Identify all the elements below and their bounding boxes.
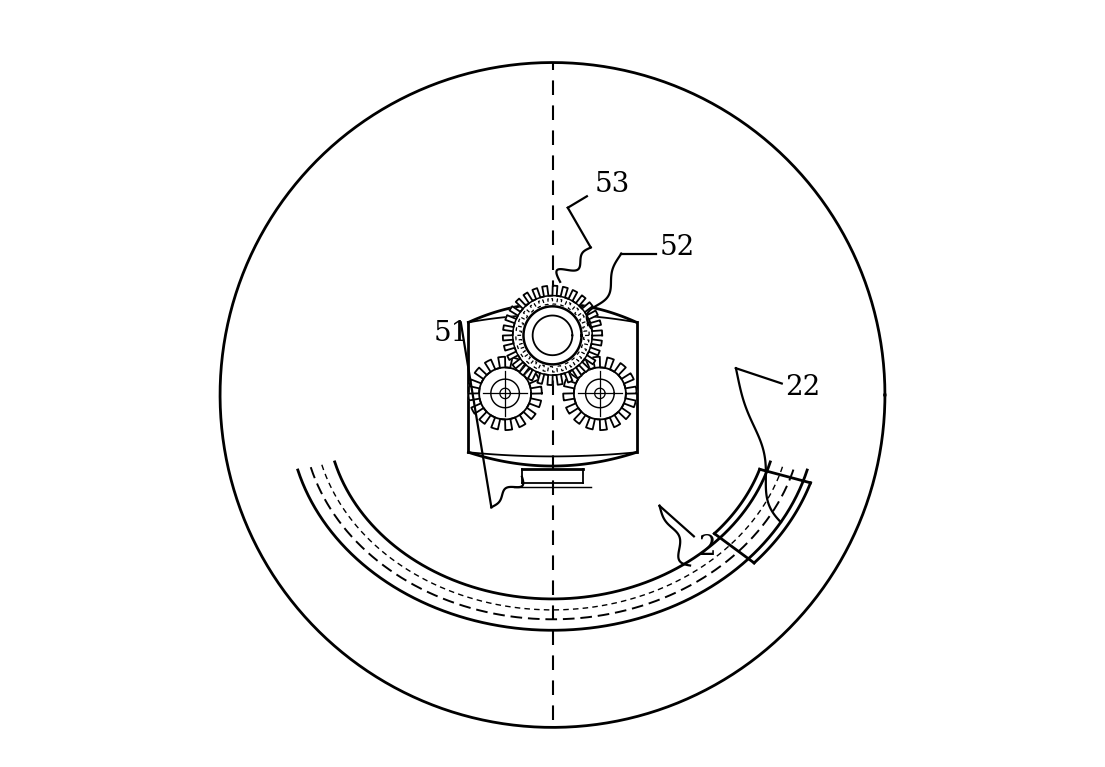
Text: 53: 53 bbox=[594, 171, 630, 199]
Text: 52: 52 bbox=[660, 234, 695, 261]
Polygon shape bbox=[564, 357, 636, 430]
Polygon shape bbox=[469, 357, 541, 430]
Text: 51: 51 bbox=[434, 321, 470, 347]
Text: 22: 22 bbox=[786, 374, 821, 401]
Polygon shape bbox=[503, 285, 602, 385]
Text: 2: 2 bbox=[697, 535, 715, 561]
Polygon shape bbox=[524, 306, 581, 364]
